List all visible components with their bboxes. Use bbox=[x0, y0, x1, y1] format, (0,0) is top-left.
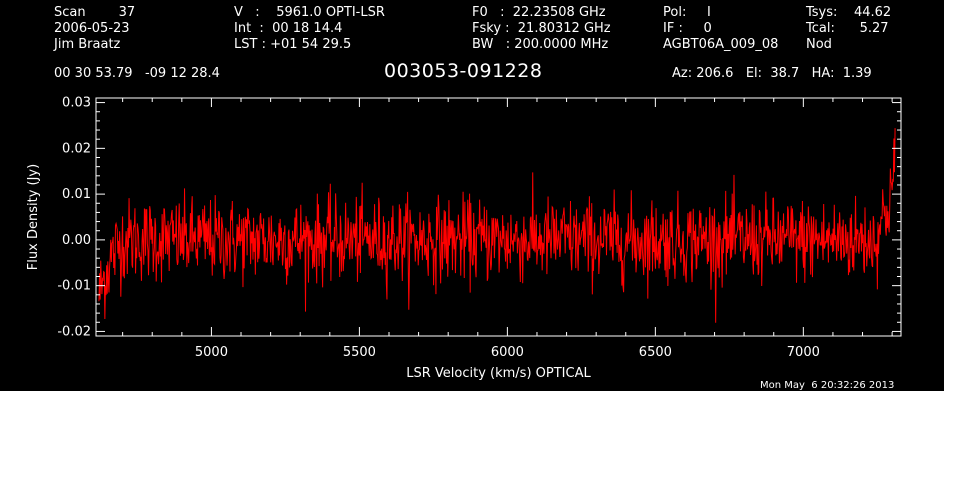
velocity-label: V : 5961.0 OPTI-LSR bbox=[234, 5, 385, 20]
y-axis-label: Flux Density (Jy) bbox=[26, 164, 41, 270]
lst-label: LST : +01 54 29.5 bbox=[234, 37, 352, 52]
spectrum-chart: 5000 5500 6000 6500 7000 -0.02 -0.01 0.00 0.01 0.… bbox=[26, 96, 902, 381]
plot-timestamp: Mon May 6 20:32:26 2013 bbox=[760, 380, 895, 391]
rest-frequency-label: F0 : 22.23508 GHz bbox=[472, 5, 606, 20]
integration-label: Int : 00 18 14.4 bbox=[234, 21, 343, 36]
procedure-label: Nod bbox=[806, 37, 832, 52]
x-tick-label: 5500 bbox=[343, 345, 376, 360]
coordinates-label: 00 30 53.79 -09 12 28.4 bbox=[54, 66, 220, 81]
spectrum-series-line bbox=[98, 128, 896, 323]
project-label: AGBT06A_009_08 bbox=[663, 37, 779, 52]
sky-frequency-label: Fsky : 21.80312 GHz bbox=[472, 21, 611, 36]
polarization-label: Pol: I bbox=[663, 5, 711, 20]
tsys-label: Tsys: 44.62 bbox=[806, 5, 892, 20]
y-tick-label: -0.02 bbox=[57, 324, 91, 339]
y-tick-label: 0.00 bbox=[62, 233, 91, 248]
x-axis-label: LSR Velocity (km/s) OPTICAL bbox=[406, 366, 591, 381]
y-tick-label: 0.03 bbox=[62, 96, 91, 111]
spectrum-plot-panel: Scan 37 2006-05-23 Jim Braatz V : 5961.0… bbox=[0, 0, 944, 391]
source-title: 003053-091228 bbox=[384, 60, 543, 82]
scan-label: Scan 37 bbox=[54, 5, 136, 20]
x-tick-label: 6500 bbox=[639, 345, 672, 360]
observer-label: Jim Braatz bbox=[54, 37, 121, 52]
y-tick-label: 0.01 bbox=[62, 187, 91, 202]
y-tick-label: -0.01 bbox=[57, 279, 91, 294]
x-tick-label: 6000 bbox=[491, 345, 524, 360]
if-label: IF : 0 bbox=[663, 21, 712, 36]
x-tick-label: 7000 bbox=[787, 345, 820, 360]
plot-frame bbox=[95, 97, 902, 337]
x-tick-label: 5000 bbox=[195, 345, 228, 360]
bandwidth-label: BW : 200.0000 MHz bbox=[472, 37, 609, 52]
date-label: 2006-05-23 bbox=[54, 21, 130, 36]
tcal-label: Tcal: 5.27 bbox=[806, 21, 889, 36]
y-tick-label: 0.02 bbox=[62, 141, 91, 156]
az-el-ha-label: Az: 206.6 El: 38.7 HA: 1.39 bbox=[672, 66, 872, 81]
